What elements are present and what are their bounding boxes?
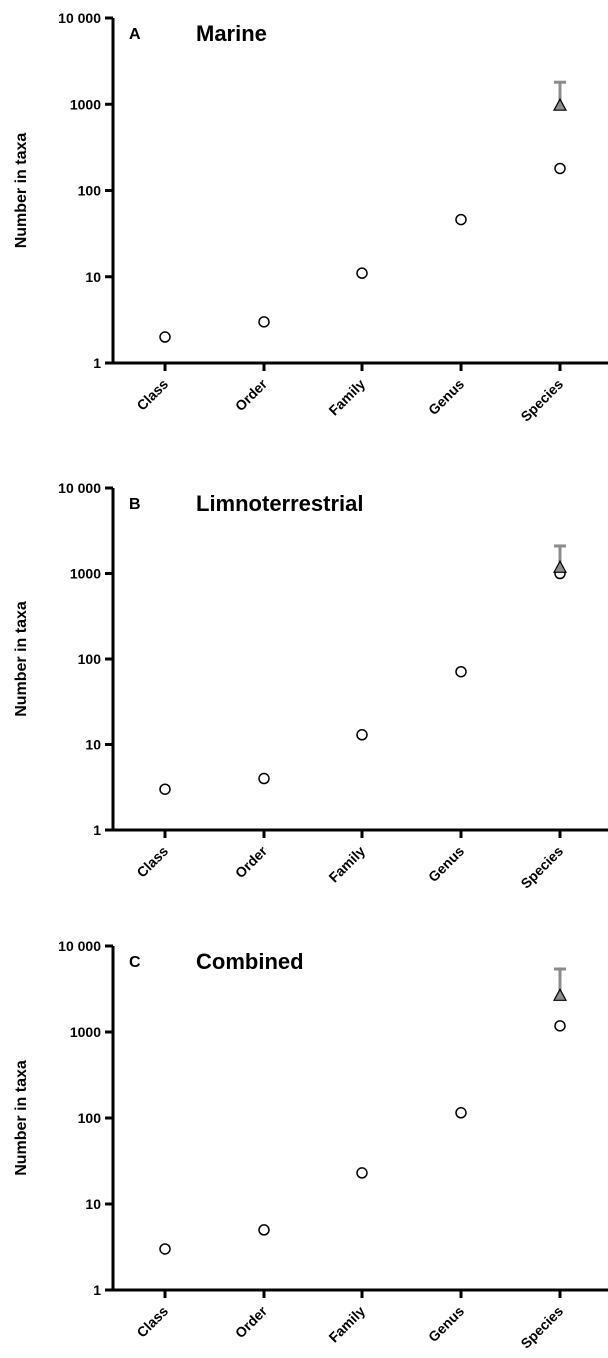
x-tick-label: Order <box>232 375 271 414</box>
x-tick-label: Class <box>133 843 171 881</box>
y-tick-label: 100 <box>78 183 102 199</box>
x-tick-label: Class <box>133 1303 171 1341</box>
x-tick-label: Genus <box>425 843 467 885</box>
data-point-circle <box>356 267 368 279</box>
y-tick-label: 10 000 <box>58 10 101 26</box>
panel-title: Combined <box>196 949 304 974</box>
y-tick-label: 1 <box>93 355 101 371</box>
y-tick-label: 10 <box>85 269 101 285</box>
x-tick-label: Genus <box>425 376 467 418</box>
x-tick-label: Species <box>517 1303 566 1352</box>
data-point-circle <box>159 783 171 795</box>
panel-letter: C <box>129 954 141 971</box>
x-tick-label: Family <box>325 376 368 419</box>
data-point-triangle <box>552 97 568 111</box>
panel-title: Limnoterrestrial <box>196 491 364 516</box>
x-tick-label: Genus <box>425 1303 467 1345</box>
chart-panel-a: 1 10 100 1000 10 000 Class Order Family Genus Spe… <box>13 10 608 425</box>
panel-letter: A <box>129 26 141 43</box>
data-point-circle <box>159 1243 171 1255</box>
x-tick-label: Species <box>517 843 566 892</box>
x-tick-label: Family <box>325 1303 368 1346</box>
x-tick-label: Family <box>325 843 368 886</box>
x-tick-label: Order <box>232 842 271 881</box>
panel-title: Marine <box>196 21 267 46</box>
y-tick-label: 10 <box>85 737 101 753</box>
data-point-circle <box>258 772 270 785</box>
y-tick-label: 10 000 <box>58 938 101 954</box>
data-point-triangle <box>552 560 568 573</box>
y-tick-label: 1000 <box>70 1024 101 1040</box>
x-tick-label: Class <box>133 376 171 414</box>
data-point-circle <box>455 1107 467 1119</box>
y-axis-label: Number in taxa <box>13 1060 30 1176</box>
y-tick-label: 1 <box>93 1282 101 1298</box>
y-tick-label: 100 <box>78 1110 102 1126</box>
y-tick-label: 1000 <box>70 96 101 112</box>
chart-panel-b: 1 10 100 1000 10 000 Class Order Family Genus Spe… <box>13 480 608 892</box>
y-tick-label: 10 000 <box>58 480 101 496</box>
y-tick-label: 1 <box>93 822 101 838</box>
data-point-circle <box>455 213 467 226</box>
y-axis-label: Number in taxa <box>13 601 30 717</box>
data-point-circle <box>258 316 270 328</box>
y-tick-label: 100 <box>78 651 102 667</box>
data-point-circle <box>554 162 566 175</box>
y-tick-label: 10 <box>85 1196 101 1212</box>
data-point-circle <box>159 331 171 343</box>
data-point-circle <box>455 665 467 678</box>
data-point-circle <box>554 1020 566 1032</box>
x-tick-label: Order <box>232 1302 271 1341</box>
chart-panel-c: 1 10 100 1000 10 000 Class Order Family Genus Spe… <box>13 938 608 1352</box>
panel-letter: B <box>129 496 141 513</box>
x-tick-label: Species <box>517 376 566 425</box>
data-point-circle <box>258 1224 270 1236</box>
data-point-circle <box>356 1167 368 1179</box>
y-tick-label: 1000 <box>70 566 101 582</box>
data-point-triangle <box>552 988 568 1001</box>
y-axis-label: Number in taxa <box>13 133 30 249</box>
data-point-circle <box>356 729 368 741</box>
